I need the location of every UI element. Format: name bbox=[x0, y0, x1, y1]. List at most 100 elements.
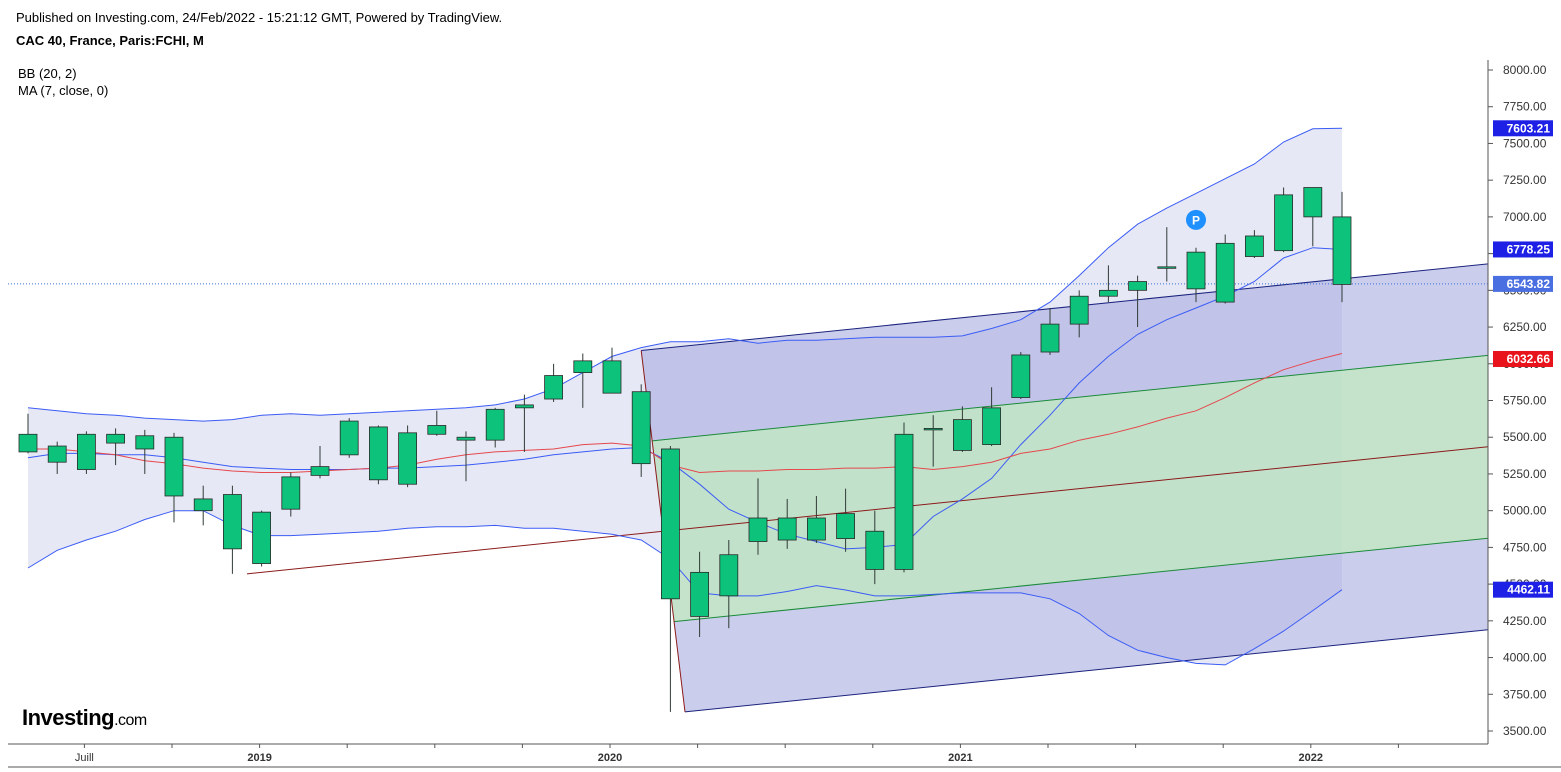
candle-body bbox=[310, 466, 330, 476]
candle bbox=[748, 478, 768, 555]
candle-body bbox=[77, 433, 96, 470]
candle-body bbox=[252, 511, 272, 564]
price-label-box bbox=[1493, 275, 1553, 292]
candle-body bbox=[1274, 194, 1293, 252]
candle bbox=[1303, 187, 1323, 247]
x-tick-label: Juill bbox=[75, 752, 94, 764]
candle-body bbox=[1069, 295, 1089, 325]
candle bbox=[777, 498, 797, 549]
candle bbox=[982, 387, 1001, 447]
candle-body bbox=[1128, 281, 1147, 291]
y-tick-label: 4250.00 bbox=[1503, 614, 1547, 628]
candle bbox=[193, 485, 213, 526]
candle bbox=[953, 406, 972, 452]
candle-body bbox=[690, 571, 709, 617]
y-tick-label: 5000.00 bbox=[1503, 504, 1547, 518]
price-label: 6778.25 bbox=[1493, 241, 1553, 258]
candle-body bbox=[631, 391, 651, 465]
candle bbox=[631, 384, 651, 477]
candle bbox=[1069, 290, 1089, 338]
candle bbox=[544, 363, 563, 402]
candle-body bbox=[807, 517, 826, 541]
candle-body bbox=[515, 404, 534, 409]
candle bbox=[894, 422, 914, 573]
candle-body bbox=[544, 375, 563, 400]
candle bbox=[1186, 247, 1206, 303]
candle bbox=[807, 495, 826, 543]
candle bbox=[47, 441, 67, 474]
candle-body bbox=[1157, 266, 1177, 269]
candle bbox=[368, 425, 388, 485]
pitchfork-inner-lower-line bbox=[673, 537, 1488, 623]
indicator-ma-label[interactable]: MA (7, close, 0) bbox=[18, 83, 109, 98]
event-marker-label: P bbox=[1192, 213, 1200, 227]
candle-body bbox=[1303, 187, 1323, 218]
price-label-box bbox=[1493, 350, 1553, 367]
candle-body bbox=[661, 448, 680, 600]
candle-body bbox=[164, 436, 184, 497]
candle bbox=[690, 551, 709, 637]
candle-body bbox=[1011, 354, 1031, 398]
candle-body bbox=[719, 554, 739, 597]
candle bbox=[923, 415, 943, 467]
candle-body bbox=[339, 420, 359, 456]
candle bbox=[485, 407, 505, 448]
candle-body bbox=[602, 360, 622, 394]
candle-body bbox=[1099, 289, 1118, 297]
candle-body bbox=[281, 476, 301, 510]
pitchfork-lower-line bbox=[684, 629, 1488, 713]
candle-body bbox=[485, 408, 505, 441]
candle-body bbox=[1332, 216, 1352, 285]
bollinger-basis-line bbox=[27, 247, 1343, 550]
candle bbox=[661, 446, 680, 712]
candle-body bbox=[1186, 251, 1206, 290]
candle-body bbox=[836, 513, 855, 539]
candle bbox=[573, 353, 593, 408]
candle bbox=[1245, 230, 1264, 259]
candle bbox=[1128, 275, 1147, 328]
price-label-text: 6543.82 bbox=[1507, 277, 1551, 291]
logo-domain: .com bbox=[114, 712, 147, 729]
candle-body bbox=[47, 445, 67, 463]
y-tick-label: 5500.00 bbox=[1503, 430, 1547, 444]
candle-body bbox=[18, 433, 38, 453]
candle bbox=[339, 418, 359, 458]
logo-name: Investing bbox=[22, 705, 115, 730]
y-tick-label: 4750.00 bbox=[1503, 540, 1547, 554]
candle-body bbox=[953, 419, 972, 451]
y-tick-label: 6250.00 bbox=[1503, 320, 1547, 334]
candle-body bbox=[106, 433, 125, 444]
candle-body bbox=[923, 428, 943, 431]
price-label: 7603.21 bbox=[1493, 120, 1553, 137]
x-tick-label: 2021 bbox=[948, 752, 972, 764]
candle bbox=[865, 510, 885, 585]
price-label-text: 4462.11 bbox=[1507, 583, 1550, 597]
price-label: 6543.82 bbox=[1493, 275, 1553, 292]
price-label-text: 6778.25 bbox=[1507, 242, 1551, 256]
candle-body bbox=[573, 360, 593, 373]
candle-body bbox=[368, 426, 388, 481]
pitchfork-median-line bbox=[246, 446, 1488, 575]
pitchfork-inner-upper-line bbox=[652, 354, 1488, 442]
candle bbox=[719, 540, 739, 629]
candle bbox=[602, 347, 622, 394]
candle bbox=[1157, 227, 1177, 282]
candle-body bbox=[1215, 242, 1235, 303]
price-label-text: 7603.21 bbox=[1507, 121, 1551, 135]
y-tick-label: 7750.00 bbox=[1503, 100, 1547, 114]
candle bbox=[836, 488, 855, 552]
candle-body bbox=[222, 494, 242, 550]
candle bbox=[1040, 307, 1060, 355]
candle bbox=[164, 432, 184, 523]
candle-body bbox=[456, 436, 476, 441]
indicator-bb-label[interactable]: BB (20, 2) bbox=[18, 66, 77, 81]
candle-body bbox=[1040, 323, 1060, 353]
candle-body bbox=[135, 435, 155, 450]
price-label: 4462.11 bbox=[1493, 581, 1553, 598]
y-tick-label: 3750.00 bbox=[1503, 687, 1547, 701]
candle bbox=[1215, 234, 1235, 304]
candle bbox=[18, 413, 38, 454]
candle bbox=[1099, 265, 1118, 303]
candle-body bbox=[427, 425, 447, 435]
